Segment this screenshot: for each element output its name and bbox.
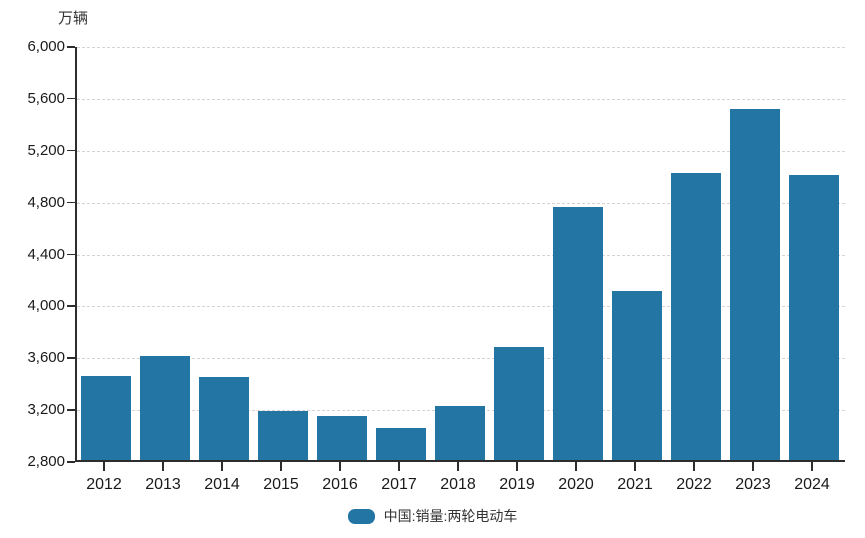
bar-2013[interactable] bbox=[140, 356, 190, 460]
bar-2017[interactable] bbox=[376, 427, 426, 460]
y-axis-tick bbox=[67, 149, 75, 152]
y-axis-label-4400: 4,400 bbox=[27, 245, 65, 263]
y-axis-tick bbox=[67, 97, 75, 100]
x-axis-label-2022: 2022 bbox=[676, 476, 712, 493]
y-axis-tick bbox=[67, 253, 75, 255]
gridline-5600 bbox=[77, 98, 845, 100]
bar-2021[interactable] bbox=[612, 291, 662, 460]
x-axis-tick bbox=[634, 462, 636, 471]
x-axis-label-2019: 2019 bbox=[499, 476, 535, 493]
bar-2015[interactable] bbox=[258, 410, 308, 460]
y-axis-label-5600: 5,600 bbox=[27, 89, 65, 107]
x-axis-label-2017: 2017 bbox=[381, 476, 417, 493]
y-axis-label-2800: 2,800 bbox=[27, 453, 65, 470]
y-axis-unit-label: 万辆 bbox=[58, 10, 89, 27]
bar-2023[interactable] bbox=[730, 108, 780, 460]
y-axis-label-5200: 5,200 bbox=[27, 141, 65, 159]
x-axis-tick bbox=[457, 462, 459, 471]
y-axis-label-3600: 3,600 bbox=[27, 349, 65, 367]
legend-swatch-icon bbox=[347, 508, 375, 524]
x-axis-tick bbox=[693, 462, 695, 471]
x-axis-label-2023: 2023 bbox=[735, 476, 771, 493]
bar-2014[interactable] bbox=[199, 377, 249, 460]
gridline-4000 bbox=[77, 306, 845, 308]
x-axis-tick bbox=[516, 462, 518, 471]
x-axis-tick bbox=[280, 462, 282, 471]
y-axis-tick bbox=[67, 409, 75, 411]
y-axis-label-4800: 4,800 bbox=[27, 193, 65, 211]
x-axis-tick bbox=[339, 462, 341, 471]
x-axis-label-2015: 2015 bbox=[263, 476, 299, 493]
y-axis-tick bbox=[67, 46, 75, 48]
gridline-4800 bbox=[77, 202, 845, 204]
plot-area bbox=[75, 47, 845, 462]
x-axis-label-2014: 2014 bbox=[204, 476, 240, 493]
bar-2012[interactable] bbox=[81, 375, 131, 460]
gridline-5200 bbox=[77, 150, 845, 152]
x-axis-tick bbox=[398, 462, 400, 471]
x-axis-label-2012: 2012 bbox=[86, 476, 122, 493]
bar-2020[interactable] bbox=[553, 207, 603, 460]
x-axis-label-2021: 2021 bbox=[617, 476, 653, 493]
x-axis-tick bbox=[575, 462, 577, 471]
y-axis-label-4000: 4,000 bbox=[27, 297, 65, 315]
y-axis-tick bbox=[67, 201, 75, 204]
x-axis-label-2013: 2013 bbox=[145, 476, 181, 493]
bar-2022[interactable] bbox=[671, 173, 721, 460]
x-axis-tick bbox=[752, 462, 754, 471]
bar-2018[interactable] bbox=[435, 405, 485, 460]
x-axis-label-2024: 2024 bbox=[794, 476, 830, 493]
y-axis-tick bbox=[67, 305, 75, 307]
y-axis-label-3200: 3,200 bbox=[27, 401, 65, 419]
x-axis-label-2016: 2016 bbox=[322, 476, 358, 493]
legend-item[interactable]: 中国:销量:两轮电动车 bbox=[0, 506, 865, 526]
x-axis-tick bbox=[162, 462, 164, 471]
x-axis-label-2020: 2020 bbox=[558, 476, 594, 493]
gridline-4400 bbox=[77, 254, 845, 256]
x-axis-tick bbox=[103, 462, 105, 471]
legend-label: 中国:销量:两轮电动车 bbox=[383, 508, 518, 524]
bar-2016[interactable] bbox=[317, 415, 367, 460]
gridline-3600 bbox=[77, 358, 845, 360]
y-axis-tick bbox=[67, 461, 75, 463]
x-axis-label-2018: 2018 bbox=[440, 476, 476, 493]
x-axis-tick bbox=[221, 462, 223, 471]
x-axis-tick bbox=[811, 462, 813, 471]
bar-2019[interactable] bbox=[494, 347, 544, 460]
y-axis-tick bbox=[67, 357, 75, 359]
bar-2024[interactable] bbox=[789, 174, 839, 460]
gridline-6000 bbox=[77, 47, 845, 48]
y-axis-label-6000: 6,000 bbox=[27, 38, 65, 55]
